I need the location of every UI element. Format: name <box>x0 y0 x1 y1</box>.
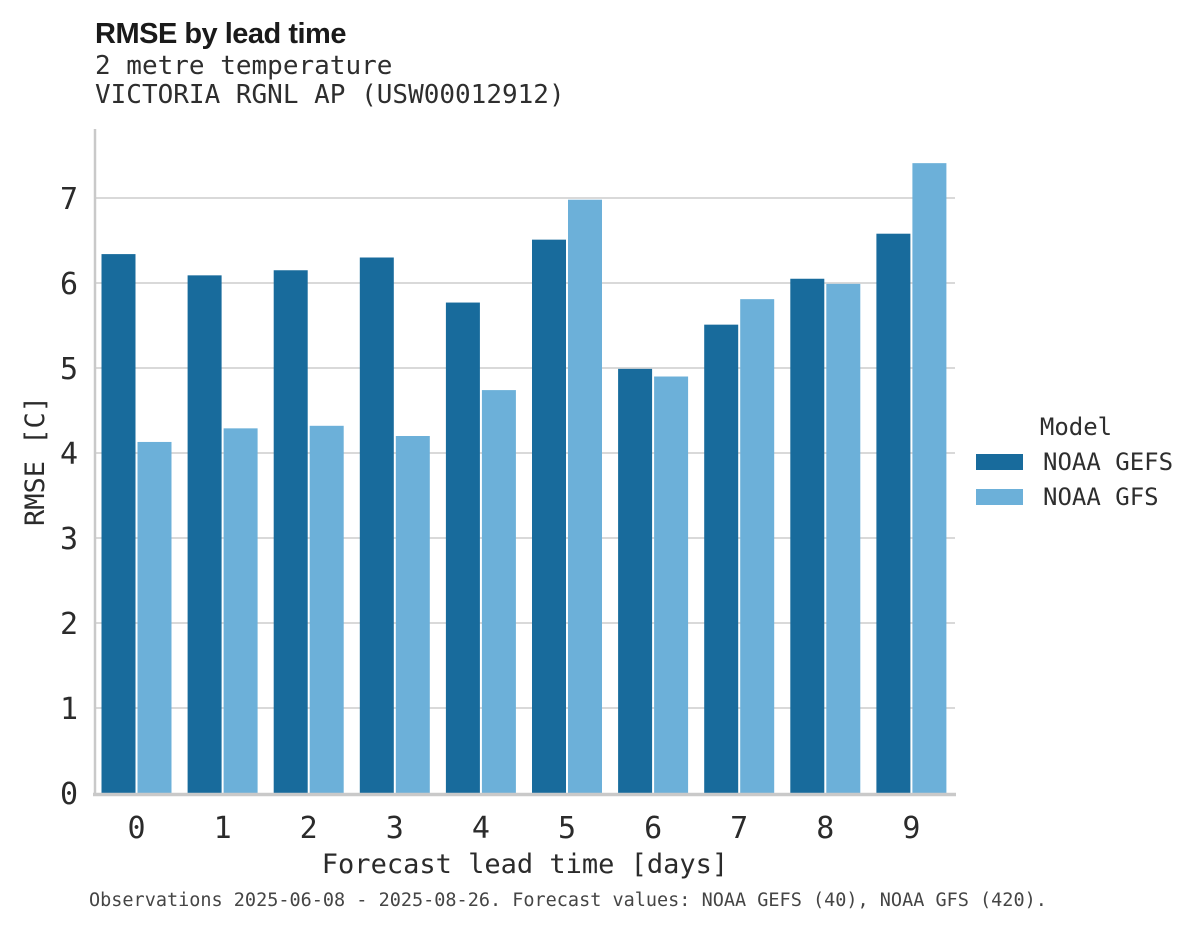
chart-header: RMSE by lead time 2 metre temperature VI… <box>95 16 565 110</box>
legend-title: Model <box>1039 413 1113 441</box>
y-tick-label-4: 4 <box>60 437 78 472</box>
y-tick-label-3: 3 <box>60 522 78 557</box>
bar-noaa-gefs-lead-0 <box>101 254 136 794</box>
x-tick-label-4: 4 <box>472 811 490 846</box>
y-tick-label-0: 0 <box>60 777 78 812</box>
x-tick-label-1: 1 <box>214 811 232 846</box>
bar-noaa-gfs-lead-8 <box>826 283 861 793</box>
chart-title: RMSE by lead time <box>95 18 346 50</box>
bar-noaa-gefs-lead-1 <box>187 275 222 794</box>
bar-noaa-gfs-lead-9 <box>912 163 947 793</box>
footer-note: Observations 2025-06-08 - 2025-08-26. Fo… <box>89 890 1047 911</box>
x-tick-label-5: 5 <box>558 811 576 846</box>
x-tick-label-7: 7 <box>730 811 748 846</box>
y-tick-label-5: 5 <box>60 352 78 387</box>
y-axis-title: RMSE [C] <box>20 396 51 526</box>
x-tick-label-9: 9 <box>902 811 920 846</box>
x-tick-label-0: 0 <box>127 811 145 846</box>
chart-subtitle-station: VICTORIA RGNL AP (USW00012912) <box>95 80 565 110</box>
y-tick-label-1: 1 <box>60 692 78 727</box>
legend-label-noaa-gefs: NOAA GEFS <box>1043 448 1174 476</box>
bar-noaa-gfs-lead-5 <box>568 199 602 793</box>
legend: Model NOAA GEFS NOAA GFS <box>976 413 1176 520</box>
bar-noaa-gefs-lead-8 <box>790 278 825 793</box>
bar-noaa-gefs-lead-2 <box>273 270 308 793</box>
bar-noaa-gefs-lead-7 <box>704 324 739 793</box>
bar-noaa-gfs-lead-7 <box>740 299 775 793</box>
x-tick-label-6: 6 <box>644 811 662 846</box>
bar-noaa-gfs-lead-1 <box>223 428 258 793</box>
y-tick-label-2: 2 <box>60 607 78 642</box>
chart-subtitle-variable: 2 metre temperature <box>95 51 393 81</box>
legend-swatch-noaa-gefs <box>976 454 1023 470</box>
x-tick-label-2: 2 <box>300 811 318 846</box>
y-tick-label-7: 7 <box>60 182 78 217</box>
x-tick-label-3: 3 <box>386 811 404 846</box>
bar-noaa-gefs-lead-5 <box>532 239 566 793</box>
bar-noaa-gfs-lead-6 <box>654 376 689 793</box>
legend-swatch-noaa-gfs <box>976 489 1023 505</box>
y-tick-label-6: 6 <box>60 267 78 302</box>
legend-item-noaa-gfs: NOAA GFS <box>976 483 1176 511</box>
legend-item-noaa-gefs: NOAA GEFS <box>976 448 1176 476</box>
bar-noaa-gfs-lead-3 <box>395 436 430 793</box>
bar-noaa-gfs-lead-4 <box>481 390 516 793</box>
bar-noaa-gefs-lead-9 <box>876 233 911 793</box>
bar-noaa-gfs-lead-2 <box>309 425 344 793</box>
x-tick-label-8: 8 <box>816 811 834 846</box>
legend-label-noaa-gfs: NOAA GFS <box>1043 483 1159 511</box>
bar-noaa-gfs-lead-0 <box>137 441 172 793</box>
bar-noaa-gefs-lead-4 <box>445 302 480 793</box>
bar-noaa-gefs-lead-3 <box>359 257 394 793</box>
bar-noaa-gefs-lead-6 <box>618 368 653 793</box>
x-axis-title: Forecast lead time [days] <box>322 849 728 880</box>
